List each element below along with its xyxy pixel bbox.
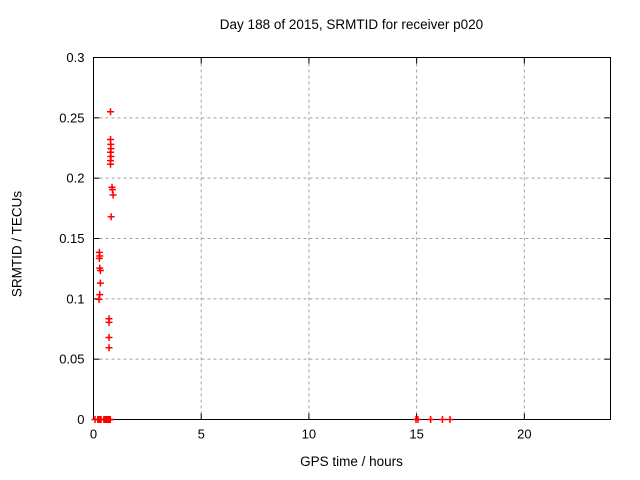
x-tick-label: 10 bbox=[302, 427, 316, 442]
data-point bbox=[427, 416, 435, 423]
x-tick-label: 15 bbox=[409, 427, 423, 442]
plot-border bbox=[93, 57, 611, 420]
y-tick-label: 0.1 bbox=[66, 291, 84, 306]
y-tick-label: 0.05 bbox=[59, 352, 84, 367]
data-point bbox=[106, 416, 114, 423]
y-tick-label: 0.15 bbox=[59, 231, 84, 246]
y-tick-label: 0.3 bbox=[66, 50, 84, 65]
data-point bbox=[95, 254, 103, 262]
chart-title: Day 188 of 2015, SRMTID for receiver p02… bbox=[219, 17, 484, 32]
y-tick-label: 0.25 bbox=[59, 110, 84, 125]
x-tick-label: 20 bbox=[517, 427, 531, 442]
data-point bbox=[438, 416, 446, 423]
data-point bbox=[95, 295, 103, 303]
data-point bbox=[446, 416, 454, 423]
x-tick-label: 0 bbox=[90, 427, 97, 442]
x-axis-label: GPS time / hours bbox=[300, 454, 403, 469]
y-tick-label: 0.2 bbox=[66, 171, 84, 186]
data-point bbox=[105, 318, 113, 326]
data-point bbox=[105, 333, 113, 341]
data-point bbox=[414, 416, 422, 423]
y-tick-label: 0 bbox=[77, 412, 84, 427]
data-point bbox=[105, 344, 113, 352]
data-point bbox=[109, 191, 117, 199]
data-point bbox=[96, 279, 104, 287]
data-point bbox=[96, 266, 104, 274]
data-point bbox=[107, 108, 115, 116]
data-point bbox=[107, 160, 115, 168]
x-tick-label: 5 bbox=[198, 427, 205, 442]
data-point bbox=[107, 213, 115, 221]
